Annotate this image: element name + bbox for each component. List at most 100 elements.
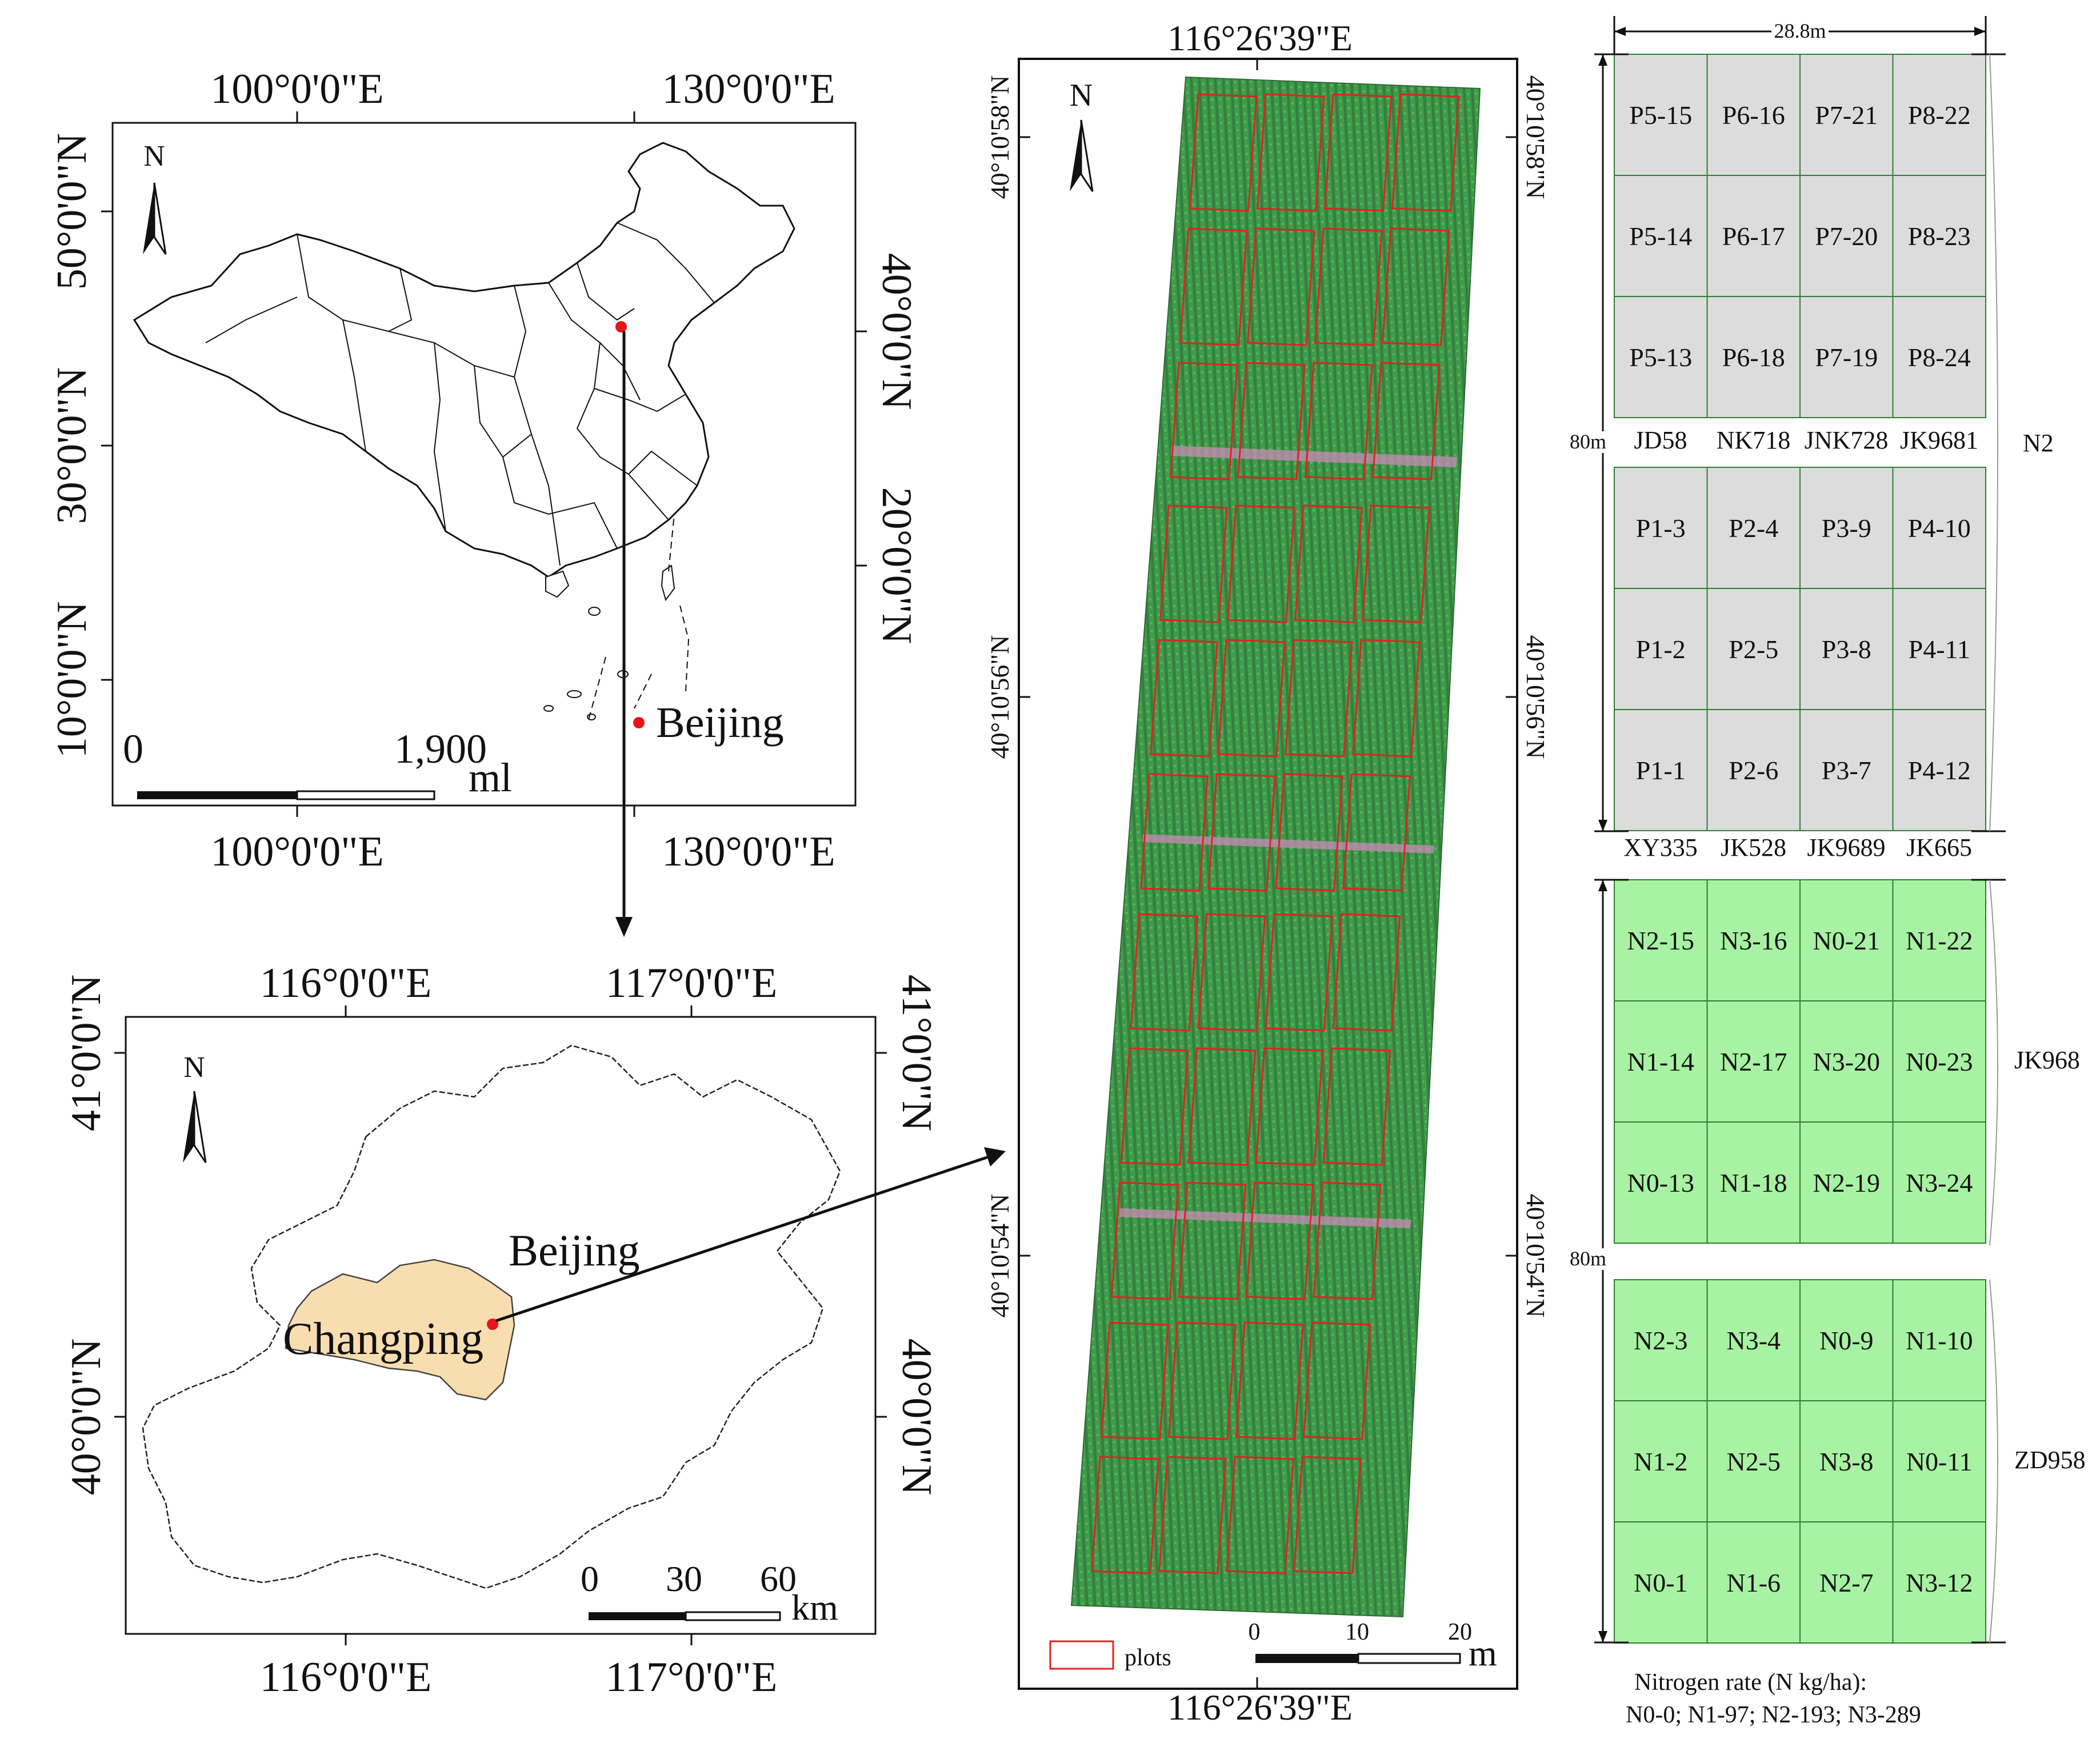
grid-cell — [1892, 467, 1986, 589]
grid-cell — [1799, 175, 1894, 297]
beijing-city-label: Beijing — [509, 1225, 640, 1275]
plot-outline — [1293, 1456, 1362, 1574]
grid-cell-label: N3-4 — [1726, 1326, 1781, 1355]
bottom-plot-grid-2: N2-3 N3-4 N0-9 N1-10 N1-2 N2-5 N3-8 N0-11 N0-1 N1… — [1614, 1279, 1986, 1644]
china-scale-bar-light — [296, 790, 435, 800]
uav-top-lon: 116°26'39"E — [1167, 18, 1353, 58]
grid-cell — [1892, 1000, 1986, 1123]
grid-cell — [1892, 879, 1986, 1001]
china-bottom-lon-1: 100°0'0"E — [210, 828, 383, 875]
grid-cell-label: P4-10 — [1908, 514, 1971, 543]
red-dot-icon — [615, 321, 627, 332]
china-scale-end: 1,900 — [394, 726, 487, 772]
plots-legend-swatch — [1049, 1640, 1114, 1670]
grid-cell-label: P7-19 — [1815, 343, 1878, 372]
beijing-right-lat-1: 41°0'0"N — [893, 975, 940, 1132]
beijing-top-lon-1: 116°0'0"E — [260, 960, 432, 1007]
plot-outline — [1314, 227, 1383, 346]
beijing-top-lon-2: 117°0'0"E — [606, 960, 778, 1007]
grid-cell — [1706, 879, 1801, 1001]
beijing-left-lat-1: 41°0'0"N — [63, 975, 110, 1132]
grid-cell — [1614, 1000, 1708, 1123]
plot-outline — [1140, 773, 1209, 892]
plot-layout-diagram: 28.8m 80m P5-15 P6-16 P7-21 P8-22 P5-14 P6-17… — [1567, 16, 2086, 1728]
plot-outline — [1170, 362, 1238, 480]
variety-label: JK9681 — [1900, 426, 1978, 454]
grid-cell — [1614, 588, 1708, 710]
china-scale-unit: ml — [469, 755, 512, 800]
grid-cell — [1614, 1521, 1708, 1644]
grid-cell — [1799, 1521, 1894, 1644]
uav-scale-bar-light — [1357, 1653, 1461, 1664]
red-dot-icon — [487, 1319, 498, 1330]
plot-outline — [1381, 227, 1450, 346]
grid-cell-label: N0-23 — [1906, 1047, 1973, 1076]
beijing-scale-tick-60: 60 — [760, 1558, 797, 1599]
grid-cell-label: P2-5 — [1729, 635, 1778, 664]
grid-cell — [1799, 1279, 1894, 1401]
grid-cell — [1614, 1279, 1708, 1401]
plot-outline — [1110, 1181, 1179, 1300]
china-right-lat-1: 40°0'0"N — [873, 253, 920, 410]
width-dimension-label: 28.8m — [1774, 19, 1826, 42]
nitrogen-note-values: N0-0; N1-97; N2-193; N3-289 — [1626, 1702, 1921, 1728]
uav-scale-tick-10: 10 — [1345, 1619, 1369, 1645]
grid-cell — [1614, 296, 1708, 418]
uav-scale-tick-0: 0 — [1249, 1619, 1261, 1645]
grid-cell-label: N0-9 — [1819, 1326, 1874, 1355]
grid-cell-label: N3-24 — [1906, 1168, 1973, 1197]
beijing-scale-unit: km — [791, 1587, 838, 1628]
plot-outline — [1226, 1456, 1294, 1574]
north-arrow-icon: N — [143, 140, 167, 255]
grid-cell — [1706, 1400, 1801, 1522]
beijing-bottom-lon-1: 116°0'0"E — [260, 1654, 432, 1701]
grid-cell — [1614, 175, 1708, 297]
grid-cell-label: P8-22 — [1908, 101, 1971, 130]
plot-outline — [1255, 1047, 1324, 1166]
uav-image-ticks — [1019, 59, 1517, 1689]
grid-cell-label: N2-19 — [1813, 1168, 1880, 1197]
grid-cell-label: P5-14 — [1629, 222, 1692, 251]
variety-label: JK665 — [1906, 834, 1972, 862]
grid-cell — [1799, 296, 1894, 418]
grid-cell-label: N2-5 — [1726, 1447, 1781, 1476]
china-map-ticks — [101, 111, 867, 817]
plot-outline — [1235, 1321, 1304, 1440]
china-place-label: Beijing — [656, 699, 784, 747]
grid-cell-label: P3-7 — [1822, 756, 1871, 785]
north-arrow-icon: N — [1070, 78, 1094, 192]
grid-cell — [1892, 588, 1986, 710]
uav-scale-tick-20: 20 — [1448, 1619, 1472, 1645]
plot-outline — [1158, 1456, 1227, 1574]
plot-outline — [1091, 1456, 1159, 1574]
plot-outline — [1332, 913, 1401, 1032]
grid-cell-label: P1-2 — [1636, 635, 1686, 664]
grid-cell — [1892, 296, 1986, 418]
uav-left-lat-2: 40°10'56"N — [985, 635, 1014, 759]
plot-outline — [1305, 362, 1373, 480]
bottom-section-label-2: ZD958 — [2014, 1446, 2086, 1474]
beijing-map-ticks — [114, 1005, 887, 1645]
china-top-lon-1: 100°0'0"E — [210, 66, 383, 113]
grid-cell-label: N2-7 — [1819, 1568, 1874, 1597]
plot-outline — [1265, 913, 1334, 1032]
plot-outline — [1372, 362, 1441, 480]
uav-right-lat-3: 40°10'54"N — [1521, 1194, 1550, 1318]
grid-cell-label: N2-15 — [1627, 926, 1694, 955]
uav-bottom-lon: 116°26'39"E — [1167, 1687, 1353, 1728]
variety-label: JK528 — [1721, 834, 1786, 862]
grid-cell — [1892, 1400, 1986, 1522]
grid-cell — [1892, 54, 1986, 176]
plot-outline — [1101, 1321, 1169, 1440]
plot-outline — [1294, 504, 1363, 623]
top-bottom-variety-labels: XY335 JK528 JK9689 JK665 — [1623, 834, 1972, 862]
bottom-height-label: 80m — [1570, 1247, 1606, 1270]
grid-cell — [1799, 1400, 1894, 1522]
plot-outline — [1217, 639, 1286, 758]
grid-cell — [1799, 467, 1894, 589]
grid-cell-label: P5-13 — [1629, 343, 1692, 372]
uav-image-panel: N plots 0 10 20 m 116°26'39"E 116°26'39"… — [985, 18, 1550, 1728]
plot-outline — [1303, 1321, 1371, 1440]
grid-cell-label: N3-16 — [1720, 926, 1787, 955]
grid-cell-label: N1-2 — [1634, 1447, 1688, 1476]
